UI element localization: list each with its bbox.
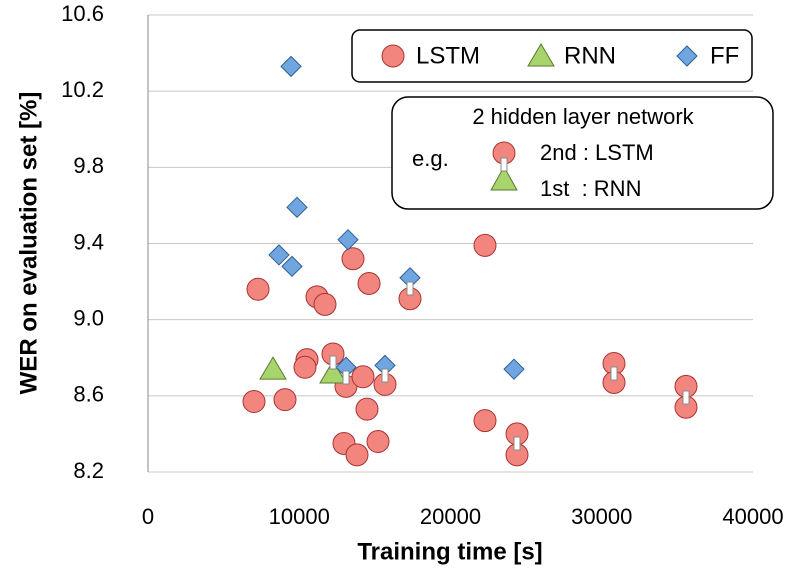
marker-triangle [259,356,287,380]
connector [610,366,618,381]
connectors [329,281,690,451]
annotation-prefix: e.g. [412,146,449,171]
x-tick-label: 20000 [420,504,481,529]
marker-circle [246,277,270,301]
legend: LSTM RNN FF [381,42,739,69]
y-tick-label: 8.6 [73,382,104,407]
x-axis-label: Training time [s] [357,538,542,565]
y-tick-label: 9.4 [73,229,104,254]
annotation-box [391,96,774,210]
marker-circle [473,409,497,433]
y-tick-label: 10.2 [61,77,104,102]
annotation-icon-connector [500,157,508,172]
annotation-icon-triangle [490,165,518,191]
legend-label: RNN [564,42,616,69]
connector [342,370,350,385]
y-tick-label: 9.8 [73,153,104,178]
marker-triangle [527,43,555,67]
marker-diamond [676,45,698,67]
marker-circle [313,292,337,316]
legend-label: LSTM [416,42,480,69]
marker-diamond [503,358,525,380]
marker-circle [357,271,381,295]
marker-circle [351,365,375,389]
connector [329,355,337,370]
marker-triangle [319,360,347,384]
y-tick-label: 10.6 [61,1,104,26]
legend-label: FF [710,42,739,69]
marker-circle [366,430,390,454]
x-tick-label: 30000 [571,504,632,529]
marker-diamond [337,228,359,251]
marker-diamond [280,55,302,78]
marker-circle [473,233,497,257]
y-tick-label: 9.0 [73,305,104,330]
x-tick-label: 40000 [722,504,783,529]
connector [381,368,389,383]
marker-circle [381,44,405,68]
marker-circle [273,388,297,412]
annotation-title: 2 hidden layer network [472,104,694,129]
x-tick-label: 0 [142,504,154,529]
connector [513,436,521,451]
x-tick-label: 10000 [269,504,330,529]
plot-area: 8.2 8.6 9.0 9.4 9.8 10.2 10.6 0 10000 20000 30000 4… [61,1,783,529]
marker-circle [293,355,317,379]
marker-circle [341,247,365,271]
marker-diamond [286,196,308,219]
annotation-upper: 2nd : LSTM [540,140,654,165]
marker-circle [345,443,369,467]
marker-circle [242,390,266,414]
marker-diamond [268,244,290,266]
marker-circle [355,397,379,421]
connector [682,390,690,405]
marker-diamond [281,255,303,278]
legend-box [351,29,753,83]
annotation-lower: 1st : RNN [540,176,641,201]
y-axis-label: WER on evaluation set [%] [15,92,42,395]
y-tick-label: 8.2 [73,458,104,483]
connector [406,281,414,296]
